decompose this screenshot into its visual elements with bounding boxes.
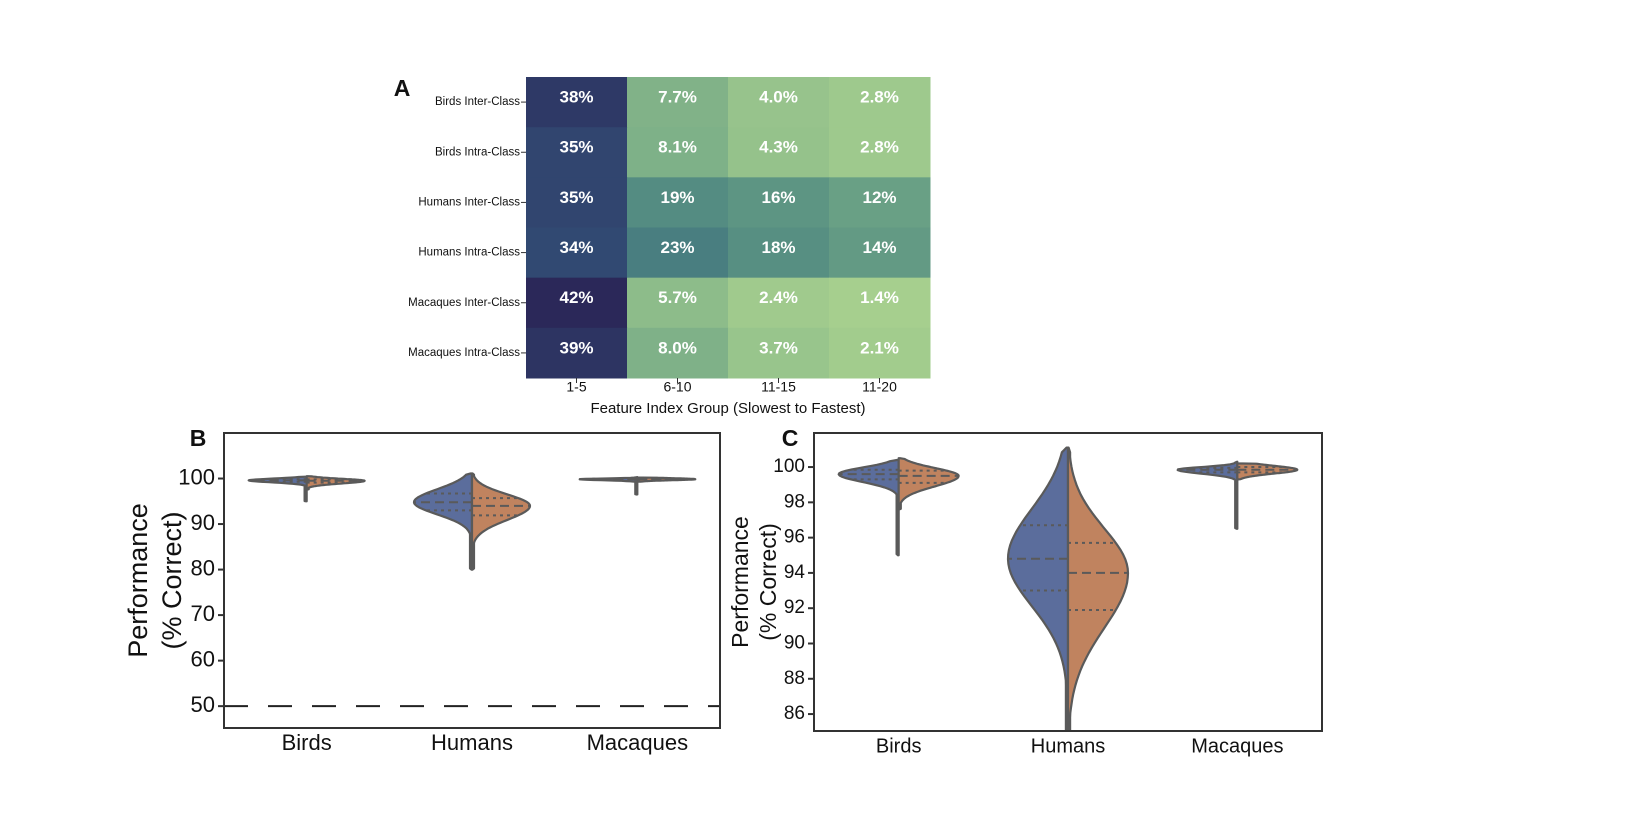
cell-label: 7.7% — [658, 88, 697, 107]
heatmap-cell — [829, 327, 931, 379]
y-axis-label: (% Correct) — [755, 523, 781, 641]
y-tick-label: 100 — [773, 456, 805, 477]
cell-label: 18% — [761, 238, 795, 257]
row-label: Macaques Intra-Class — [408, 347, 520, 359]
cell-label: 1.4% — [860, 288, 899, 307]
cell-label: 2.8% — [860, 88, 899, 107]
heatmap-cell — [627, 227, 729, 279]
row-label: Humans Intra-Class — [418, 247, 520, 259]
heatmap-cell — [526, 227, 628, 279]
heatmap-cell — [728, 327, 830, 379]
cell-label: 34% — [559, 238, 593, 257]
violin-half — [1006, 446, 1070, 731]
cell-label: 19% — [660, 188, 694, 207]
row-label: Birds Intra-Class — [435, 146, 520, 158]
y-tick-label: 100 — [178, 464, 215, 489]
heatmap-cell — [526, 77, 628, 128]
heatmap-cell — [627, 327, 729, 379]
column-label: 11-15 — [761, 379, 796, 395]
heatmap-cell — [728, 127, 830, 178]
axes-frame — [813, 432, 1323, 732]
row-label: Humans Inter-Class — [418, 196, 520, 208]
plot-area — [224, 472, 720, 708]
heatmap-cell — [526, 327, 628, 379]
heatmap-cell — [627, 177, 729, 228]
x-tick-label: Humans — [431, 730, 513, 755]
y-tick-label: 70 — [191, 601, 215, 626]
y-tick-label: 90 — [784, 633, 805, 654]
heatmap-cell — [728, 77, 830, 128]
cell-label: 4.3% — [759, 138, 798, 157]
heatmap-cell — [728, 177, 830, 228]
heatmap-cell — [829, 177, 931, 228]
violin-half — [470, 472, 532, 571]
cell-label: 14% — [862, 238, 896, 257]
plot-area — [837, 446, 1299, 731]
y-tick-label: 88 — [784, 668, 805, 689]
y-tick-label: 50 — [191, 692, 215, 717]
cell-label: 2.4% — [759, 288, 798, 307]
x-tick-label: Macaques — [587, 730, 689, 755]
cell-label: 8.1% — [658, 138, 697, 157]
y-tick-label: 60 — [191, 646, 215, 671]
row-label: Macaques Inter-Class — [408, 297, 520, 309]
y-tick-label: 94 — [784, 562, 806, 583]
panel-label: C — [782, 425, 799, 451]
y-tick-label: 86 — [784, 703, 805, 724]
y-axis-label: Performance — [123, 503, 153, 658]
y-tick-label: 80 — [191, 555, 215, 580]
x-tick-label: Birds — [876, 735, 922, 757]
heatmap-cell — [829, 277, 931, 329]
y-tick-label: 92 — [784, 597, 805, 618]
cell-label: 39% — [559, 338, 593, 357]
cell-label: 38% — [559, 88, 593, 107]
column-label: 11-20 — [862, 379, 897, 395]
violin-half — [412, 472, 474, 571]
cell-label: 5.7% — [658, 288, 697, 307]
y-axis-label: Performance — [727, 516, 753, 648]
cell-label: 35% — [559, 188, 593, 207]
y-tick-label: 90 — [191, 510, 215, 535]
heatmap-cell — [627, 77, 729, 128]
y-tick-label: 98 — [784, 491, 805, 512]
cell-label: 2.8% — [860, 138, 899, 157]
heatmap-cell — [829, 227, 931, 279]
heatmap-cell — [526, 177, 628, 228]
heatmap-cell — [627, 277, 729, 329]
y-axis-label: (% Correct) — [157, 511, 187, 649]
violin-half — [1176, 460, 1239, 530]
heatmap-cell — [728, 227, 830, 279]
heatmap-cell — [829, 127, 931, 178]
heatmap-cell — [728, 277, 830, 329]
cell-label: 42% — [559, 288, 593, 307]
heatmap-cell — [829, 77, 931, 128]
x-tick-label: Humans — [1031, 735, 1105, 757]
x-axis-label: Feature Index Group (Slowest to Fastest) — [590, 400, 865, 417]
column-label: 1-5 — [566, 379, 586, 395]
cell-label: 12% — [862, 188, 896, 207]
cell-label: 35% — [559, 138, 593, 157]
column-label: 6-10 — [663, 379, 691, 395]
cell-label: 23% — [660, 238, 694, 257]
heatmap-cell — [526, 127, 628, 178]
cell-label: 2.1% — [860, 338, 899, 357]
row-label: Birds Inter-Class — [435, 96, 520, 108]
cell-label: 16% — [761, 188, 795, 207]
violin-half — [1066, 446, 1130, 731]
panel-label: A — [394, 75, 411, 101]
axes-frame — [223, 432, 721, 729]
heatmap-cell — [526, 277, 628, 329]
panel-label: B — [190, 425, 207, 451]
heatmap-cell — [627, 127, 729, 178]
y-tick-label: 96 — [784, 527, 805, 548]
x-tick-label: Macaques — [1191, 735, 1283, 757]
x-tick-label: Birds — [282, 730, 332, 755]
cell-label: 8.0% — [658, 338, 697, 357]
cell-label: 4.0% — [759, 88, 798, 107]
cell-label: 3.7% — [759, 338, 798, 357]
